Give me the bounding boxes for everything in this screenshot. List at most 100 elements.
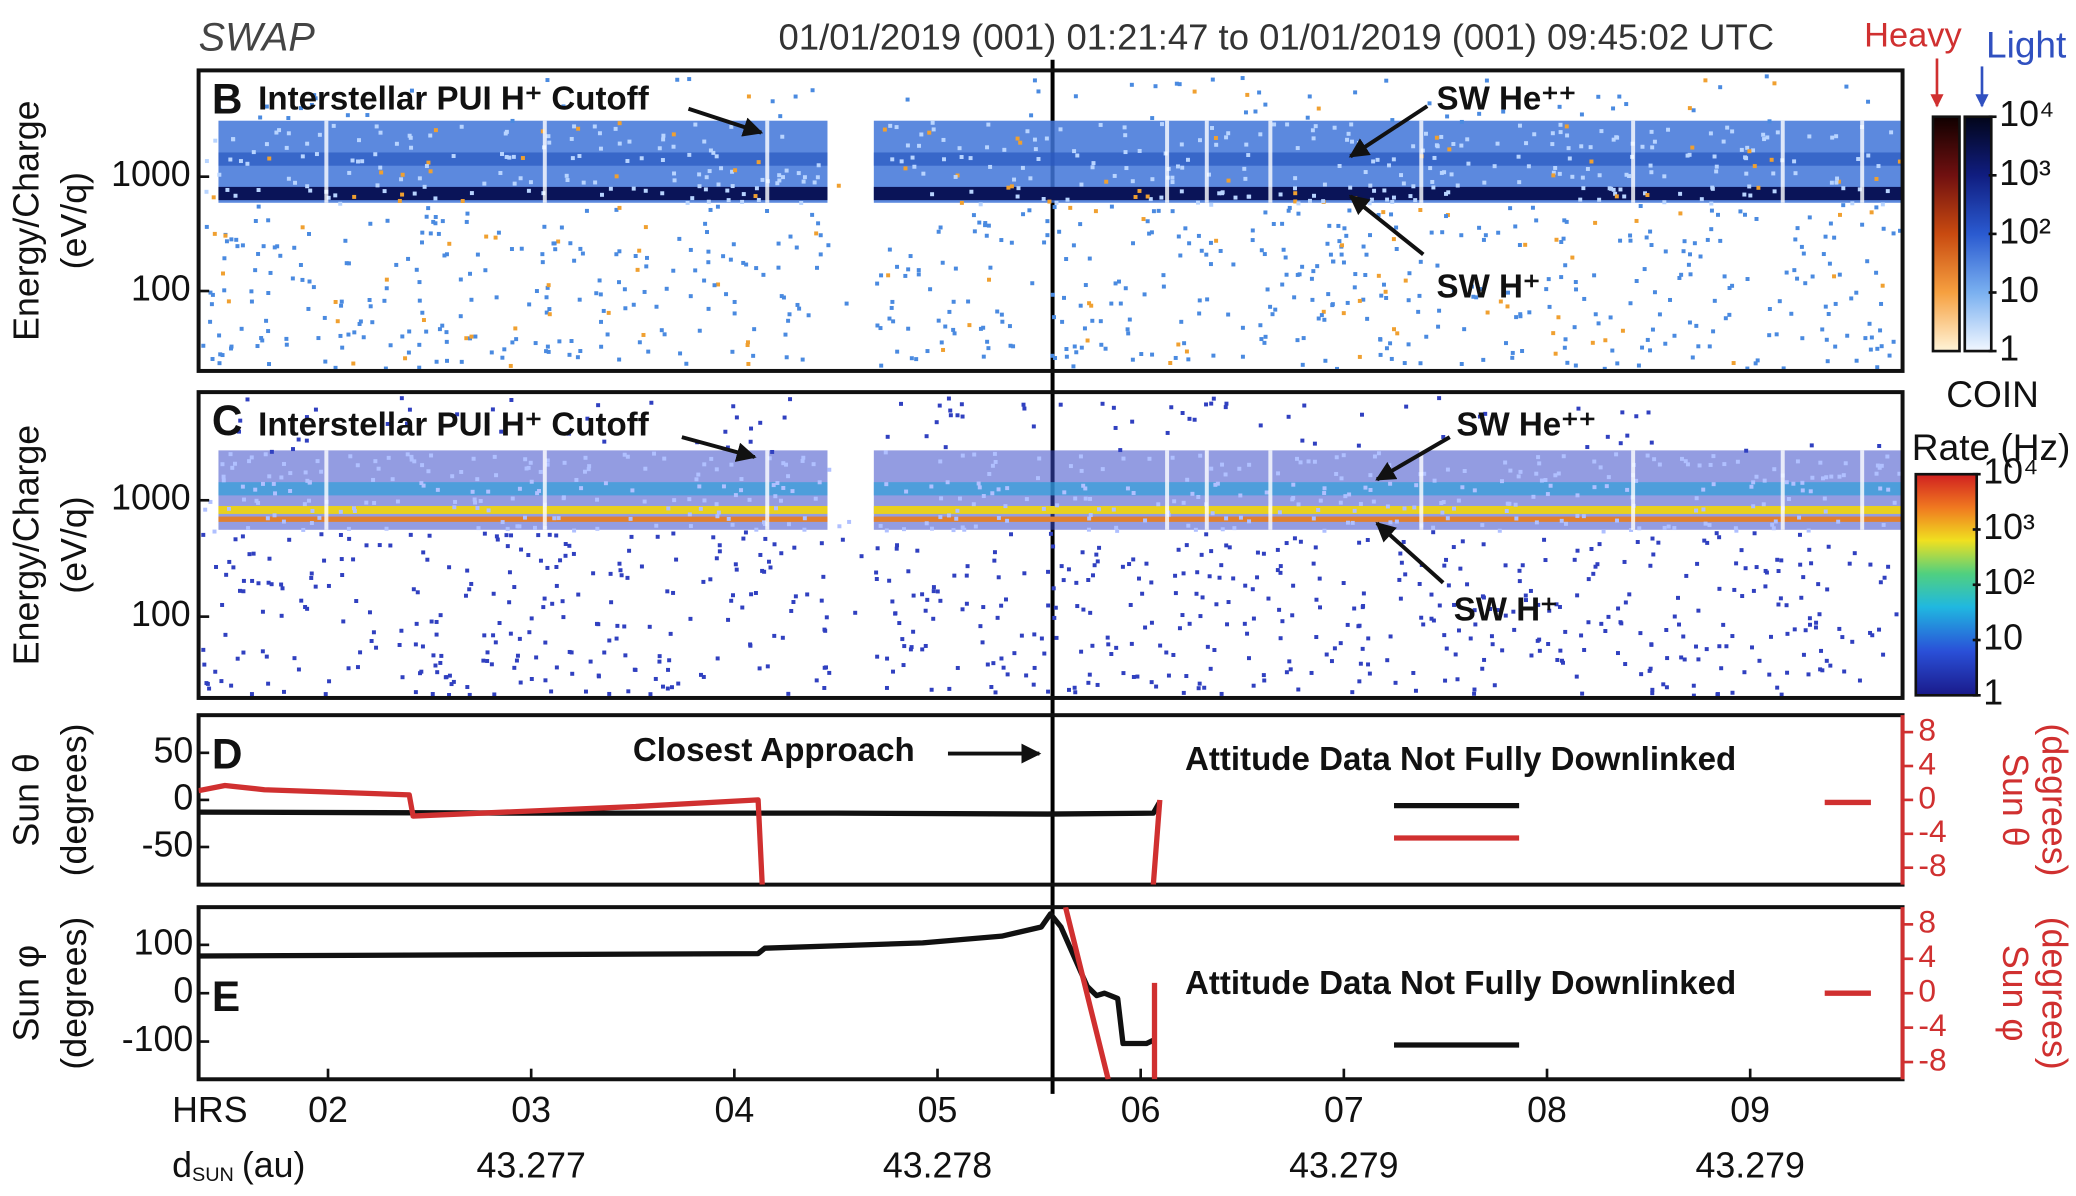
dot: [304, 415, 309, 420]
dot: [449, 682, 454, 687]
dot: [1742, 212, 1747, 217]
dot: [1776, 569, 1781, 574]
dot: [675, 77, 680, 82]
dot: [906, 326, 911, 331]
dot: [373, 152, 378, 157]
dot: [1280, 282, 1285, 287]
dot: [607, 691, 612, 696]
dot: [909, 356, 914, 361]
dot: [639, 156, 644, 161]
dot: [306, 306, 311, 311]
dot: [1803, 628, 1808, 633]
dot: [267, 556, 272, 561]
dot: [1503, 460, 1508, 465]
dot: [965, 564, 970, 569]
dot: [674, 557, 679, 562]
dot: [485, 650, 490, 655]
dot: [1472, 691, 1477, 696]
dot: [1311, 269, 1316, 274]
dot: [1046, 689, 1051, 694]
dot: [996, 575, 1001, 580]
dot: [570, 671, 575, 676]
dot: [637, 248, 642, 253]
dot: [989, 685, 994, 689]
x-tick-label: 08: [1527, 1090, 1567, 1130]
dot: [617, 121, 622, 126]
dot: [983, 221, 988, 226]
dot: [1217, 191, 1222, 196]
dot: [1198, 138, 1202, 143]
dot: [964, 573, 969, 578]
dot: [778, 498, 783, 503]
dot: [745, 343, 750, 348]
dot: [1477, 225, 1482, 230]
dot: [618, 568, 623, 573]
dot: [378, 130, 383, 135]
dot: [1210, 125, 1215, 130]
dot: [542, 224, 547, 229]
dot: [927, 130, 932, 135]
dot: [1836, 519, 1841, 524]
dot: [1171, 652, 1176, 657]
dot: [546, 134, 551, 139]
dot: [1258, 423, 1263, 428]
dot: [1580, 691, 1585, 696]
dot: [1666, 127, 1671, 132]
dot: [1392, 327, 1396, 332]
dot: [1744, 171, 1749, 176]
dot: [1716, 212, 1720, 217]
dot: [1196, 200, 1200, 205]
dot: [561, 615, 566, 620]
dot: [1527, 310, 1532, 315]
dot: [1369, 197, 1374, 202]
dot: [1053, 605, 1058, 610]
dot: [671, 268, 676, 273]
dot: [1581, 186, 1586, 191]
dot: [1793, 171, 1798, 176]
dot: [1337, 164, 1342, 168]
dot: [1211, 396, 1216, 401]
dot: [1262, 252, 1267, 257]
dot: [281, 689, 286, 694]
dot: [1843, 461, 1848, 466]
dot: [494, 534, 499, 539]
dot: [1214, 238, 1219, 243]
dot: [1300, 264, 1305, 269]
dot: [322, 558, 327, 563]
dot: [219, 679, 224, 684]
dot: [1891, 339, 1896, 344]
dot: [1388, 341, 1393, 346]
dot: [201, 343, 206, 348]
dot: [1614, 194, 1619, 199]
dot: [781, 461, 786, 466]
dot: [384, 277, 389, 282]
dot: [212, 529, 217, 534]
dot: [826, 243, 831, 248]
dot: [1214, 602, 1219, 607]
dot: [887, 316, 892, 321]
dot: [229, 683, 234, 688]
dot: [657, 659, 662, 664]
dot: [371, 477, 376, 482]
dot: [1681, 634, 1686, 639]
dot: [1661, 682, 1666, 687]
dot: [1265, 287, 1270, 292]
dot: [1807, 134, 1812, 139]
dot: [1371, 499, 1376, 504]
dot: [911, 629, 916, 634]
dot: [307, 231, 311, 236]
dot: [367, 298, 372, 302]
dot: [528, 180, 533, 185]
dot: [1175, 164, 1180, 169]
dot: [1352, 606, 1357, 611]
dot: [879, 363, 884, 368]
dot: [999, 238, 1004, 243]
dot: [917, 143, 922, 148]
dot: [1075, 604, 1080, 609]
colorbar: [1914, 472, 1979, 697]
dot: [1208, 262, 1213, 267]
y-tick-label: 0: [173, 777, 193, 817]
colorbar-tick-label: 10³: [1983, 507, 2035, 547]
dot: [1604, 484, 1609, 489]
dot: [1247, 519, 1252, 524]
